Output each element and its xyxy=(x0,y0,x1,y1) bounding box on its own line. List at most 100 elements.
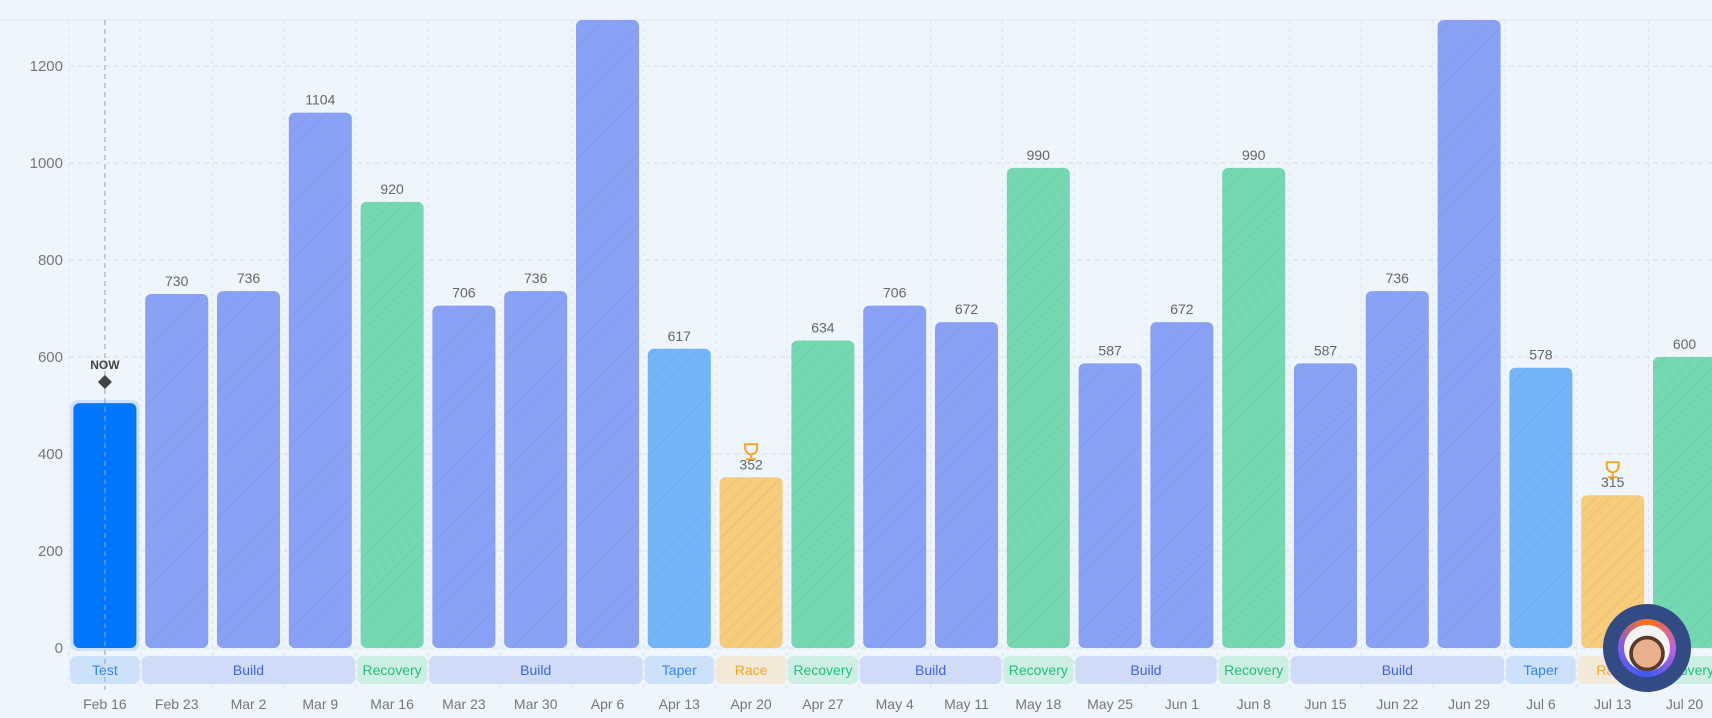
value-label: 706 xyxy=(452,285,476,301)
value-label: 990 xyxy=(1027,147,1051,163)
phase-band-build xyxy=(859,656,1002,684)
y-tick-label: 800 xyxy=(38,252,63,269)
x-tick-label: Jul 20 xyxy=(1666,696,1704,712)
bar-hatch xyxy=(1653,357,1712,648)
phase-band-recovery xyxy=(357,656,427,684)
phase-band-recovery xyxy=(1218,656,1289,684)
value-label: 587 xyxy=(1314,342,1338,358)
bar-hatch xyxy=(1437,20,1501,648)
value-label: 315 xyxy=(1601,474,1625,490)
x-tick-label: Mar 2 xyxy=(231,696,267,712)
x-tick-label: Apr 13 xyxy=(659,696,700,712)
bar-hatch xyxy=(863,305,927,648)
trophy-icon xyxy=(744,443,759,461)
bar-hatch xyxy=(1150,322,1214,648)
value-label: 672 xyxy=(1170,301,1194,317)
y-tick-label: 200 xyxy=(38,543,63,560)
x-tick-label: May 25 xyxy=(1087,696,1133,712)
bar-hatch xyxy=(647,348,711,648)
phase-band-recovery xyxy=(788,656,858,684)
bar-hatch xyxy=(791,340,855,648)
phase-band-build xyxy=(1290,656,1504,684)
value-label: 706 xyxy=(883,285,907,301)
phase-band-recovery xyxy=(1003,656,1074,684)
phase-band-label: Build xyxy=(1382,662,1413,678)
value-label: 600 xyxy=(1673,336,1697,352)
phase-band-label: Build xyxy=(1130,662,1161,678)
y-tick-label: 400 xyxy=(38,446,63,463)
x-tick-label: Apr 27 xyxy=(802,696,843,712)
value-label: 352 xyxy=(739,456,763,472)
bar-hatch xyxy=(504,291,568,648)
y-tick-label: 0 xyxy=(55,640,63,657)
phase-band-label: Taper xyxy=(1523,662,1558,678)
x-tick-label: Feb 16 xyxy=(83,696,127,712)
x-tick-label: May 18 xyxy=(1015,696,1061,712)
bar-hatch xyxy=(576,20,639,648)
value-label: 672 xyxy=(955,301,979,317)
bar-hatch xyxy=(145,293,209,648)
y-tick-label: 1000 xyxy=(30,155,63,172)
x-tick-label: Jun 8 xyxy=(1237,696,1271,712)
bar-hatch xyxy=(432,305,496,648)
x-tick-label: Mar 30 xyxy=(514,696,558,712)
value-label: 617 xyxy=(668,328,692,344)
x-tick-label: Jun 1 xyxy=(1165,696,1199,712)
x-tick-label: Jul 13 xyxy=(1594,696,1632,712)
phase-band-build xyxy=(1075,656,1217,684)
bar-hatch xyxy=(360,201,424,649)
value-label: 920 xyxy=(380,181,404,197)
now-diamond-icon xyxy=(97,375,112,389)
x-tick-label: Jun 29 xyxy=(1448,696,1490,712)
phase-band-race xyxy=(716,656,786,684)
bar-hatch xyxy=(1078,363,1142,648)
x-tick-label: Jun 15 xyxy=(1304,696,1346,712)
avatar-image xyxy=(1624,625,1670,671)
bar-hatch xyxy=(935,322,998,648)
x-tick-label: Apr 6 xyxy=(591,696,625,712)
now-label: NOW xyxy=(90,358,120,372)
phase-band-label: Build xyxy=(915,662,946,678)
x-tick-label: Jun 22 xyxy=(1376,696,1418,712)
avatar-ring xyxy=(1618,619,1676,677)
y-tick-label: 600 xyxy=(38,349,63,366)
phase-band-label: Recovery xyxy=(1224,662,1283,678)
bar-hatch xyxy=(1509,367,1573,648)
bar-hatch xyxy=(719,477,783,648)
value-label: 634 xyxy=(811,320,835,336)
bar-hatch xyxy=(288,112,352,648)
user-avatar-button[interactable] xyxy=(1603,604,1691,692)
phase-band-build xyxy=(141,656,356,684)
bar-hatch xyxy=(1222,167,1286,648)
value-label: 990 xyxy=(1242,147,1266,163)
value-label: 736 xyxy=(1386,270,1410,286)
bar-hatch xyxy=(1365,291,1429,648)
bar-hatch xyxy=(1006,167,1070,648)
value-label: 1104 xyxy=(305,92,335,108)
phase-band-label: Recovery xyxy=(793,662,852,678)
phase-band-label: Build xyxy=(233,662,264,678)
value-label: 730 xyxy=(165,273,189,289)
x-tick-label: Mar 16 xyxy=(370,696,414,712)
bar-hatch xyxy=(217,291,280,648)
value-label: 736 xyxy=(524,270,548,286)
x-tick-label: May 4 xyxy=(876,696,914,712)
x-tick-label: Feb 23 xyxy=(155,696,199,712)
bar-hatch xyxy=(1294,363,1357,648)
value-label: 587 xyxy=(1098,342,1122,358)
x-tick-label: Jul 6 xyxy=(1526,696,1556,712)
phase-band-label: Recovery xyxy=(1009,662,1068,678)
phase-band-label: Recovery xyxy=(363,662,422,678)
phase-band-label: Build xyxy=(520,662,551,678)
trophy-icon xyxy=(1605,461,1620,479)
x-tick-label: Apr 20 xyxy=(730,696,771,712)
phase-band-label: Race xyxy=(735,662,768,678)
phase-band-build xyxy=(429,656,643,684)
value-label: 578 xyxy=(1529,347,1553,363)
y-tick-label: 1200 xyxy=(30,58,63,75)
phase-band-taper xyxy=(644,656,715,684)
value-label: 736 xyxy=(237,270,261,286)
phase-band-taper xyxy=(1506,656,1576,684)
x-tick-label: May 11 xyxy=(944,696,989,712)
